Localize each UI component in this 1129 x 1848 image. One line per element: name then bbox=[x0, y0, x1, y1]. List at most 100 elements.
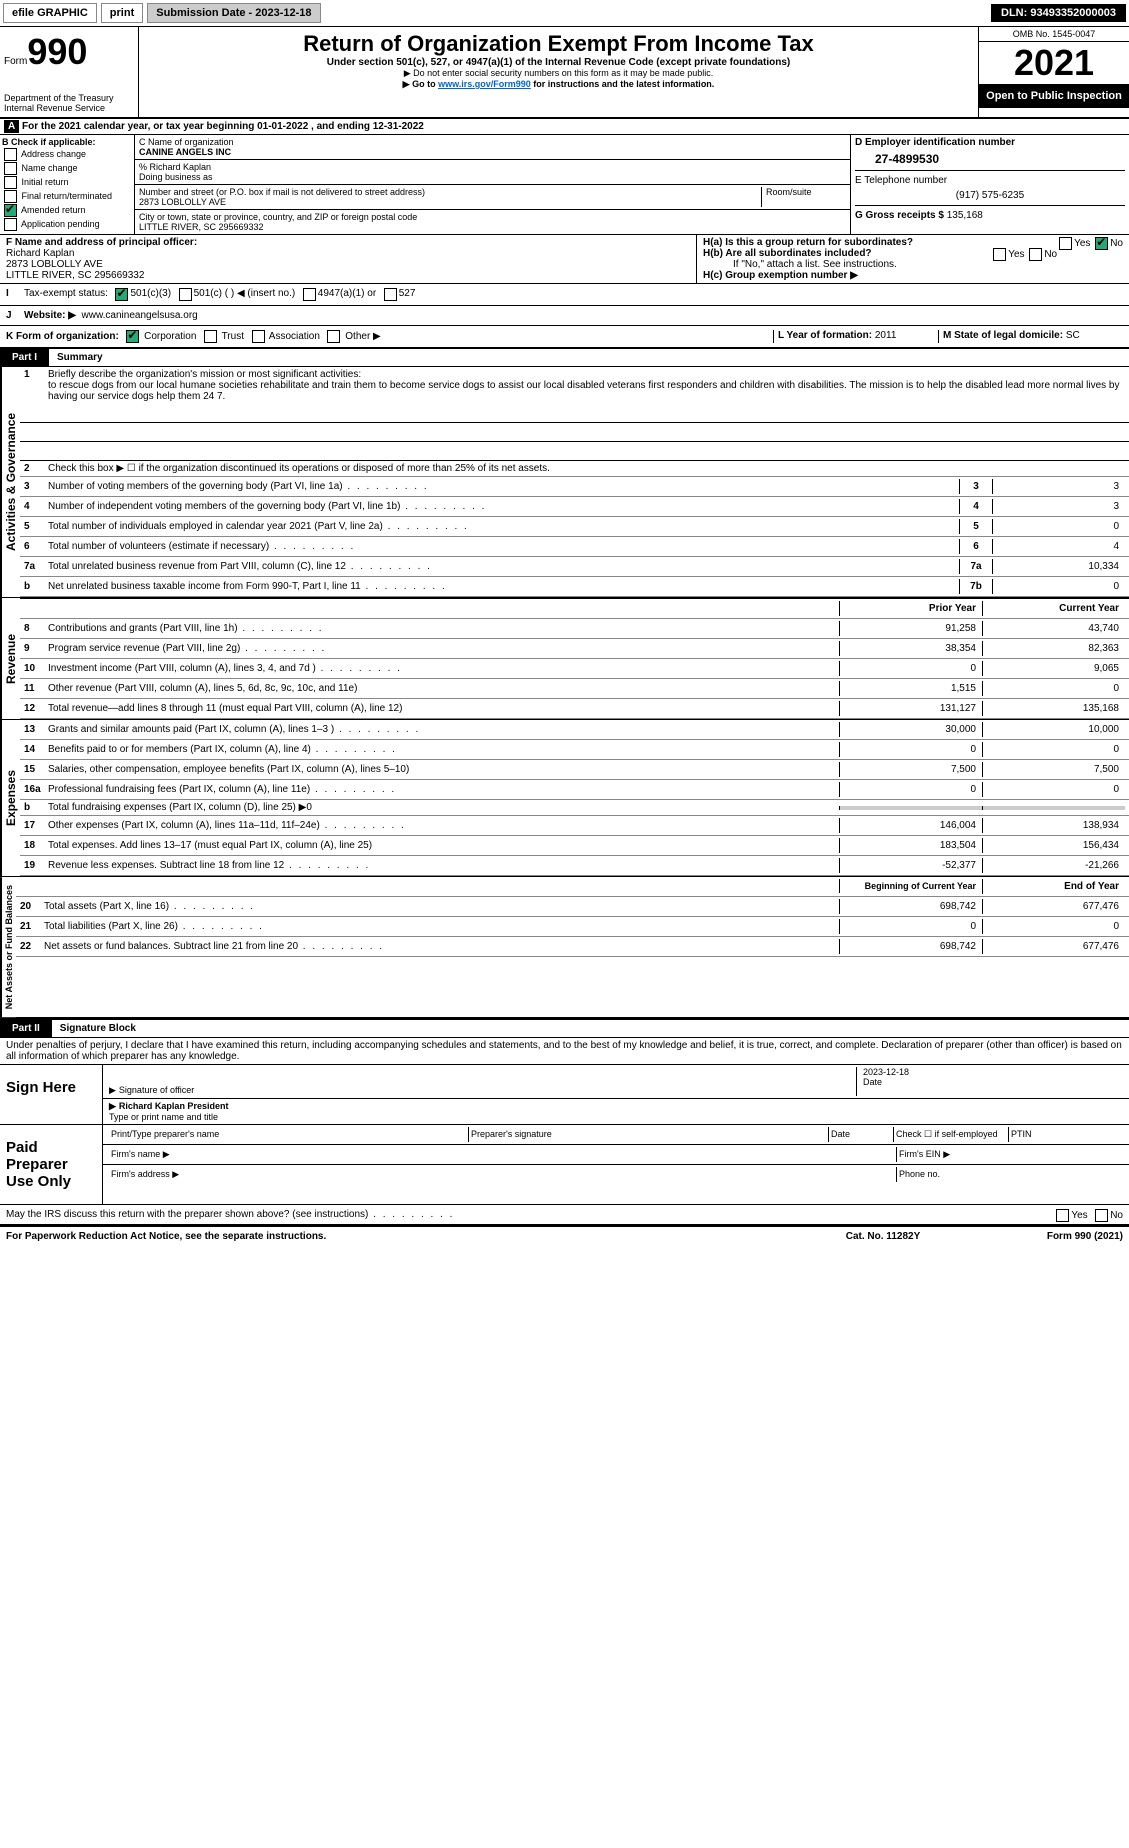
receipts-label: G Gross receipts $ bbox=[855, 210, 944, 221]
omb-number: OMB No. 1545-0047 bbox=[979, 27, 1129, 42]
ha-label: H(a) Is this a group return for subordin… bbox=[703, 237, 913, 248]
type-name-label: Type or print name and title bbox=[109, 1112, 218, 1122]
prep-name-label: Print/Type preparer's name bbox=[109, 1127, 469, 1142]
chk-final: Final return/terminated bbox=[2, 190, 132, 203]
line-3-val: 3 bbox=[993, 479, 1125, 494]
hb-label: H(b) Are all subordinates included? bbox=[703, 248, 872, 259]
line-3-text: Number of voting members of the governin… bbox=[48, 481, 959, 492]
cat-no: Cat. No. 11282Y bbox=[803, 1231, 963, 1242]
efile-label: efile GRAPHIC bbox=[3, 3, 97, 23]
vtab-expenses: Expenses bbox=[0, 720, 20, 876]
period-a: A For the 2021 calendar year, or tax yea… bbox=[0, 119, 1129, 135]
receipts-value: 135,168 bbox=[947, 210, 983, 221]
chk-amended: Amended return bbox=[2, 204, 132, 217]
penalty-text: Under penalties of perjury, I declare th… bbox=[0, 1038, 1129, 1065]
firm-name-label: Firm's name ▶ bbox=[109, 1147, 897, 1162]
firm-addr-label: Firm's address ▶ bbox=[109, 1167, 897, 1182]
pra-notice: For Paperwork Reduction Act Notice, see … bbox=[6, 1231, 803, 1242]
year-formation-value: 2011 bbox=[875, 330, 897, 341]
street-label: Number and street (or P.O. box if mail i… bbox=[139, 187, 425, 197]
line-5-text: Total number of individuals employed in … bbox=[48, 521, 959, 532]
goto-pre: ▶ Go to bbox=[403, 79, 438, 89]
officer-city: LITTLE RIVER, SC 295669332 bbox=[6, 270, 144, 281]
form-footer: Form 990 (2021) bbox=[963, 1231, 1123, 1242]
officer-street: 2873 LOBLOLLY AVE bbox=[6, 259, 103, 270]
end-year-hdr: End of Year bbox=[982, 879, 1125, 894]
prep-date-label: Date bbox=[829, 1127, 894, 1142]
part-i-header: Part I bbox=[0, 349, 49, 366]
city-val: LITTLE RIVER, SC 295669332 bbox=[139, 222, 264, 232]
line-5-val: 0 bbox=[993, 519, 1125, 534]
room-label: Room/suite bbox=[761, 187, 846, 207]
ssn-note: ▶ Do not enter social security numbers o… bbox=[143, 68, 974, 79]
officer-name-val: Richard Kaplan President bbox=[109, 1101, 228, 1111]
print-button[interactable]: print bbox=[101, 3, 143, 23]
firm-phone-label: Phone no. bbox=[897, 1167, 1123, 1182]
sig-date-val: 2023-12-18 bbox=[863, 1067, 1123, 1077]
ein-value: 27-4899530 bbox=[855, 148, 1125, 170]
part-ii-header: Part II bbox=[0, 1020, 52, 1037]
street-val: 2873 LOBLOLLY AVE bbox=[139, 197, 226, 207]
sign-here-label: Sign Here bbox=[0, 1065, 103, 1124]
submission-date-button[interactable]: Submission Date - 2023-12-18 bbox=[147, 3, 320, 23]
tax-year: 2021 bbox=[979, 42, 1129, 84]
state-label: M State of legal domicile: bbox=[943, 330, 1063, 341]
open-inspection: Open to Public Inspection bbox=[979, 84, 1129, 108]
officer-name: Richard Kaplan bbox=[6, 248, 74, 259]
care-of: % Richard Kaplan bbox=[139, 162, 211, 172]
part-ii-title: Signature Block bbox=[52, 1020, 144, 1037]
org-name: CANINE ANGELS INC bbox=[139, 147, 231, 157]
line-7b-val: 0 bbox=[993, 579, 1125, 594]
prep-sig-label: Preparer's signature bbox=[469, 1127, 829, 1142]
goto-post: for instructions and the latest informat… bbox=[531, 79, 715, 89]
ptin-label: PTIN bbox=[1009, 1127, 1123, 1142]
form-number: 990 bbox=[27, 31, 87, 72]
vtab-revenue: Revenue bbox=[0, 598, 20, 719]
self-employed: Check ☐ if self-employed bbox=[894, 1127, 1009, 1142]
box-b-title: B Check if applicable: bbox=[2, 137, 96, 147]
year-formation-label: L Year of formation: bbox=[778, 330, 872, 341]
line-4-val: 3 bbox=[993, 499, 1125, 514]
paid-preparer-label: Paid Preparer Use Only bbox=[0, 1125, 103, 1204]
tax-status-label: Tax-exempt status: bbox=[24, 288, 108, 301]
toolbar: efile GRAPHIC print Submission Date - 20… bbox=[0, 0, 1129, 27]
chk-initial: Initial return bbox=[2, 176, 132, 189]
vtab-netassets: Net Assets or Fund Balances bbox=[0, 877, 16, 1017]
form-subtitle: Under section 501(c), 527, or 4947(a)(1)… bbox=[143, 57, 974, 68]
chk-name: Name change bbox=[2, 162, 132, 175]
current-year-hdr: Current Year bbox=[982, 601, 1125, 616]
line-2: Check this box ▶ ☐ if the organization d… bbox=[48, 463, 1125, 474]
line-4-text: Number of independent voting members of … bbox=[48, 501, 959, 512]
line-7a-val: 10,334 bbox=[993, 559, 1125, 574]
mission-label: Briefly describe the organization's miss… bbox=[48, 369, 361, 380]
irs-link[interactable]: www.irs.gov/Form990 bbox=[438, 79, 531, 89]
hc-label: H(c) Group exemption number ▶ bbox=[703, 270, 1123, 281]
mission-text: to rescue dogs from our local humane soc… bbox=[48, 380, 1119, 402]
form-org-label: K Form of organization: bbox=[6, 331, 119, 342]
firm-ein-label: Firm's EIN ▶ bbox=[897, 1147, 1123, 1162]
line-7b-text: Net unrelated business taxable income fr… bbox=[48, 581, 959, 592]
begin-year-hdr: Beginning of Current Year bbox=[839, 879, 982, 893]
line-7a-text: Total unrelated business revenue from Pa… bbox=[48, 561, 959, 572]
hb-note: If "No," attach a list. See instructions… bbox=[703, 259, 1123, 270]
prior-year-hdr: Prior Year bbox=[839, 601, 982, 616]
dba-label: Doing business as bbox=[139, 172, 213, 182]
name-label: C Name of organization bbox=[139, 137, 234, 147]
discuss-text: May the IRS discuss this return with the… bbox=[6, 1209, 454, 1220]
line-6-val: 4 bbox=[993, 539, 1125, 554]
vtab-activities: Activities & Governance bbox=[0, 367, 20, 597]
officer-sig-label: Signature of officer bbox=[109, 1085, 194, 1095]
dept-label: Department of the Treasury Internal Reve… bbox=[4, 93, 134, 113]
sig-date-label: Date bbox=[863, 1077, 882, 1087]
part-i-title: Summary bbox=[49, 349, 111, 366]
website-label: Website: ▶ bbox=[24, 310, 76, 321]
chk-address: Address change bbox=[2, 148, 132, 161]
phone-value: (917) 575-6235 bbox=[855, 186, 1125, 205]
box-b: B Check if applicable: Address change Na… bbox=[0, 135, 135, 234]
form-word: Form bbox=[4, 56, 27, 67]
website-value: www.canineangelsusa.org bbox=[82, 310, 198, 321]
form-title: Return of Organization Exempt From Incom… bbox=[143, 31, 974, 57]
state-value: SC bbox=[1066, 330, 1080, 341]
chk-pending: Application pending bbox=[2, 218, 132, 231]
city-label: City or town, state or province, country… bbox=[139, 212, 417, 222]
